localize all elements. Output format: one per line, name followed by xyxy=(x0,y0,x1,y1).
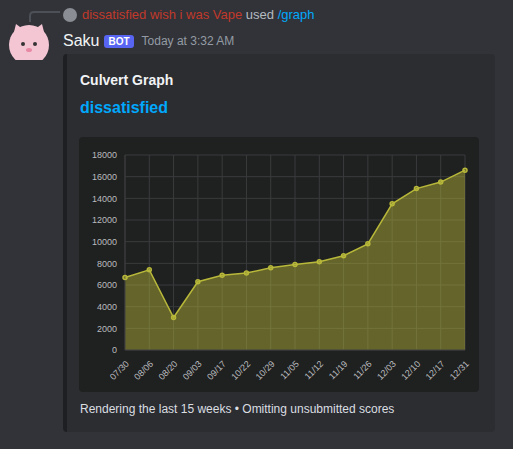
svg-text:08/06: 08/06 xyxy=(132,359,155,382)
svg-text:09/17: 09/17 xyxy=(205,359,228,382)
html-text:Saku: Saku xyxy=(63,32,100,49)
html-text:Culvert Graph: Culvert Graph xyxy=(80,72,174,88)
svg-text:16000: 16000 xyxy=(92,172,117,182)
svg-text:08/20: 08/20 xyxy=(157,359,180,382)
svg-text:12000: 12000 xyxy=(92,215,117,225)
svg-text:10/29: 10/29 xyxy=(254,359,277,382)
svg-text:07/30: 07/30 xyxy=(108,359,131,382)
svg-text:11/19: 11/19 xyxy=(327,359,350,382)
svg-text:12/17: 12/17 xyxy=(424,359,447,382)
svg-text:12/31: 12/31 xyxy=(448,359,471,382)
svg-text:8000: 8000 xyxy=(97,259,117,269)
svg-text:6000: 6000 xyxy=(97,280,117,290)
svg-text:11/05: 11/05 xyxy=(278,359,301,382)
svg-text:12/03: 12/03 xyxy=(375,359,398,382)
svg-text:14000: 14000 xyxy=(92,194,117,204)
svg-text:10/22: 10/22 xyxy=(229,359,252,382)
html-text:dissatisfied wish i was Vape u: dissatisfied wish i was Vape used /graph xyxy=(82,7,315,22)
svg-text:10000: 10000 xyxy=(92,237,117,247)
html-text:BOT: BOT xyxy=(108,35,130,47)
svg-text:0: 0 xyxy=(112,345,117,355)
html-text:Rendering the last 15 weeks •: Rendering the last 15 weeks • Omitting u… xyxy=(80,402,395,416)
svg-text:09/03: 09/03 xyxy=(181,359,204,382)
html-text:dissatisfied: dissatisfied xyxy=(80,99,168,116)
svg-text:11/12: 11/12 xyxy=(303,359,326,382)
svg-text:4000: 4000 xyxy=(97,302,117,312)
html-text:Today at 3:32 AM: Today at 3:32 AM xyxy=(141,34,235,48)
svg-text:18000: 18000 xyxy=(92,150,117,160)
svg-text:11/26: 11/26 xyxy=(351,359,374,382)
svg-text:2000: 2000 xyxy=(97,324,117,334)
svg-text:12/10: 12/10 xyxy=(399,359,422,382)
